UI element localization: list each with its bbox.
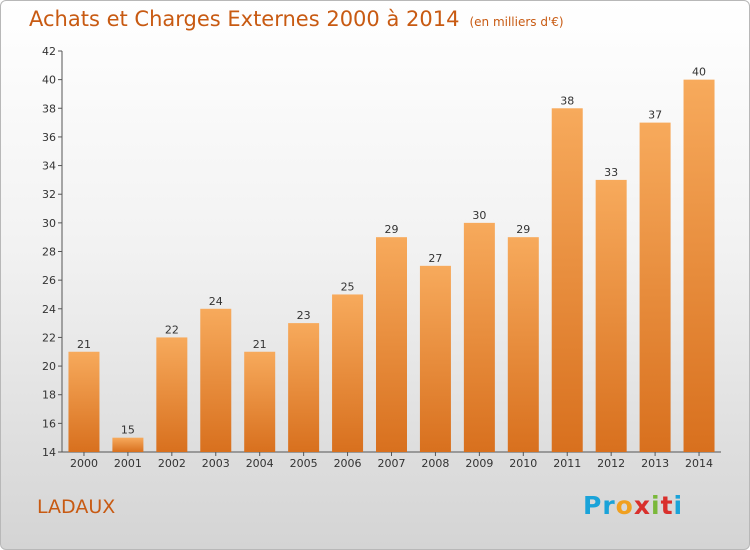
data-label: 27	[428, 252, 442, 265]
x-tick-label: 2014	[685, 457, 713, 470]
x-tick-label: 2006	[334, 457, 362, 470]
bar	[200, 308, 232, 452]
y-tick-label: 20	[42, 360, 56, 373]
data-label: 40	[692, 66, 706, 79]
data-label: 29	[516, 223, 530, 236]
bar	[156, 337, 188, 452]
data-label: 25	[341, 280, 355, 293]
x-tick-label: 2007	[378, 457, 406, 470]
data-label: 21	[77, 338, 91, 351]
y-tick-label: 16	[42, 417, 56, 430]
bar	[244, 351, 276, 452]
bars: 21 15 22 24 21 23 25 29 27 30 29 38 33 37 40	[68, 66, 715, 453]
y-tick-label: 24	[42, 303, 56, 316]
bar	[376, 237, 407, 452]
x-tick-label: 2000	[70, 457, 98, 470]
data-label: 37	[648, 109, 662, 122]
y-tick-label: 36	[42, 131, 56, 144]
bar	[288, 323, 320, 452]
data-label: 23	[297, 309, 311, 322]
logo-letter: i	[651, 491, 661, 520]
bar	[595, 179, 627, 452]
data-label: 15	[121, 424, 135, 437]
data-label: 21	[253, 338, 267, 351]
logo-letter: x	[633, 491, 651, 520]
logo-letter: r	[602, 491, 616, 520]
x-tick-label: 2004	[246, 457, 274, 470]
axes: 14 16 18 20 22 24 26 28 30 32 34 36 38 40 42 2000 2001 20…	[42, 45, 721, 470]
bar	[463, 222, 495, 452]
x-tick-label: 2008	[421, 457, 449, 470]
y-tick-label: 14	[42, 446, 56, 459]
y-tick-label: 42	[42, 45, 56, 58]
bar	[551, 108, 583, 453]
x-tick-label: 2010	[509, 457, 537, 470]
bar	[68, 351, 100, 452]
x-tick-label: 2009	[465, 457, 493, 470]
x-tick-label: 2002	[158, 457, 186, 470]
x-tick-label: 2013	[641, 457, 669, 470]
logo-letter: t	[660, 491, 674, 520]
chart-subtitle: (en milliers d'€)	[469, 15, 564, 29]
bar	[683, 79, 715, 453]
x-tick-label: 2005	[290, 457, 318, 470]
y-tick-label: 38	[42, 102, 56, 115]
logo-letter: P	[583, 491, 603, 520]
y-tick-label: 32	[42, 188, 56, 201]
data-label: 30	[472, 209, 486, 222]
commune-name: LADAUX	[37, 496, 116, 518]
logo-letter: i	[673, 491, 684, 520]
y-tick-label: 28	[42, 246, 56, 259]
y-tick-label: 40	[42, 74, 56, 87]
bar	[112, 437, 144, 452]
y-tick-label: 22	[42, 331, 56, 344]
bar	[639, 122, 671, 452]
data-label: 38	[560, 94, 574, 107]
x-tick-label: 2011	[553, 457, 581, 470]
data-label: 33	[604, 166, 618, 179]
data-label: 29	[385, 223, 399, 236]
x-tick-label: 2003	[202, 457, 230, 470]
data-label: 24	[209, 295, 223, 308]
y-tick-label: 18	[42, 389, 56, 402]
bar	[332, 294, 364, 452]
chart-title: Achats et Charges Externes 2000 à 2014 (e…	[29, 7, 564, 31]
x-tick-label: 2012	[597, 457, 625, 470]
y-tick-label: 30	[42, 217, 56, 230]
x-tick-label: 2001	[114, 457, 142, 470]
y-tick-label: 34	[42, 160, 56, 173]
data-label: 22	[165, 323, 179, 336]
logo-letter: o	[615, 491, 634, 520]
bar	[507, 237, 539, 452]
proxiti-logo: Proxiti	[583, 491, 683, 520]
y-tick-label: 26	[42, 274, 56, 287]
bar	[419, 265, 451, 452]
